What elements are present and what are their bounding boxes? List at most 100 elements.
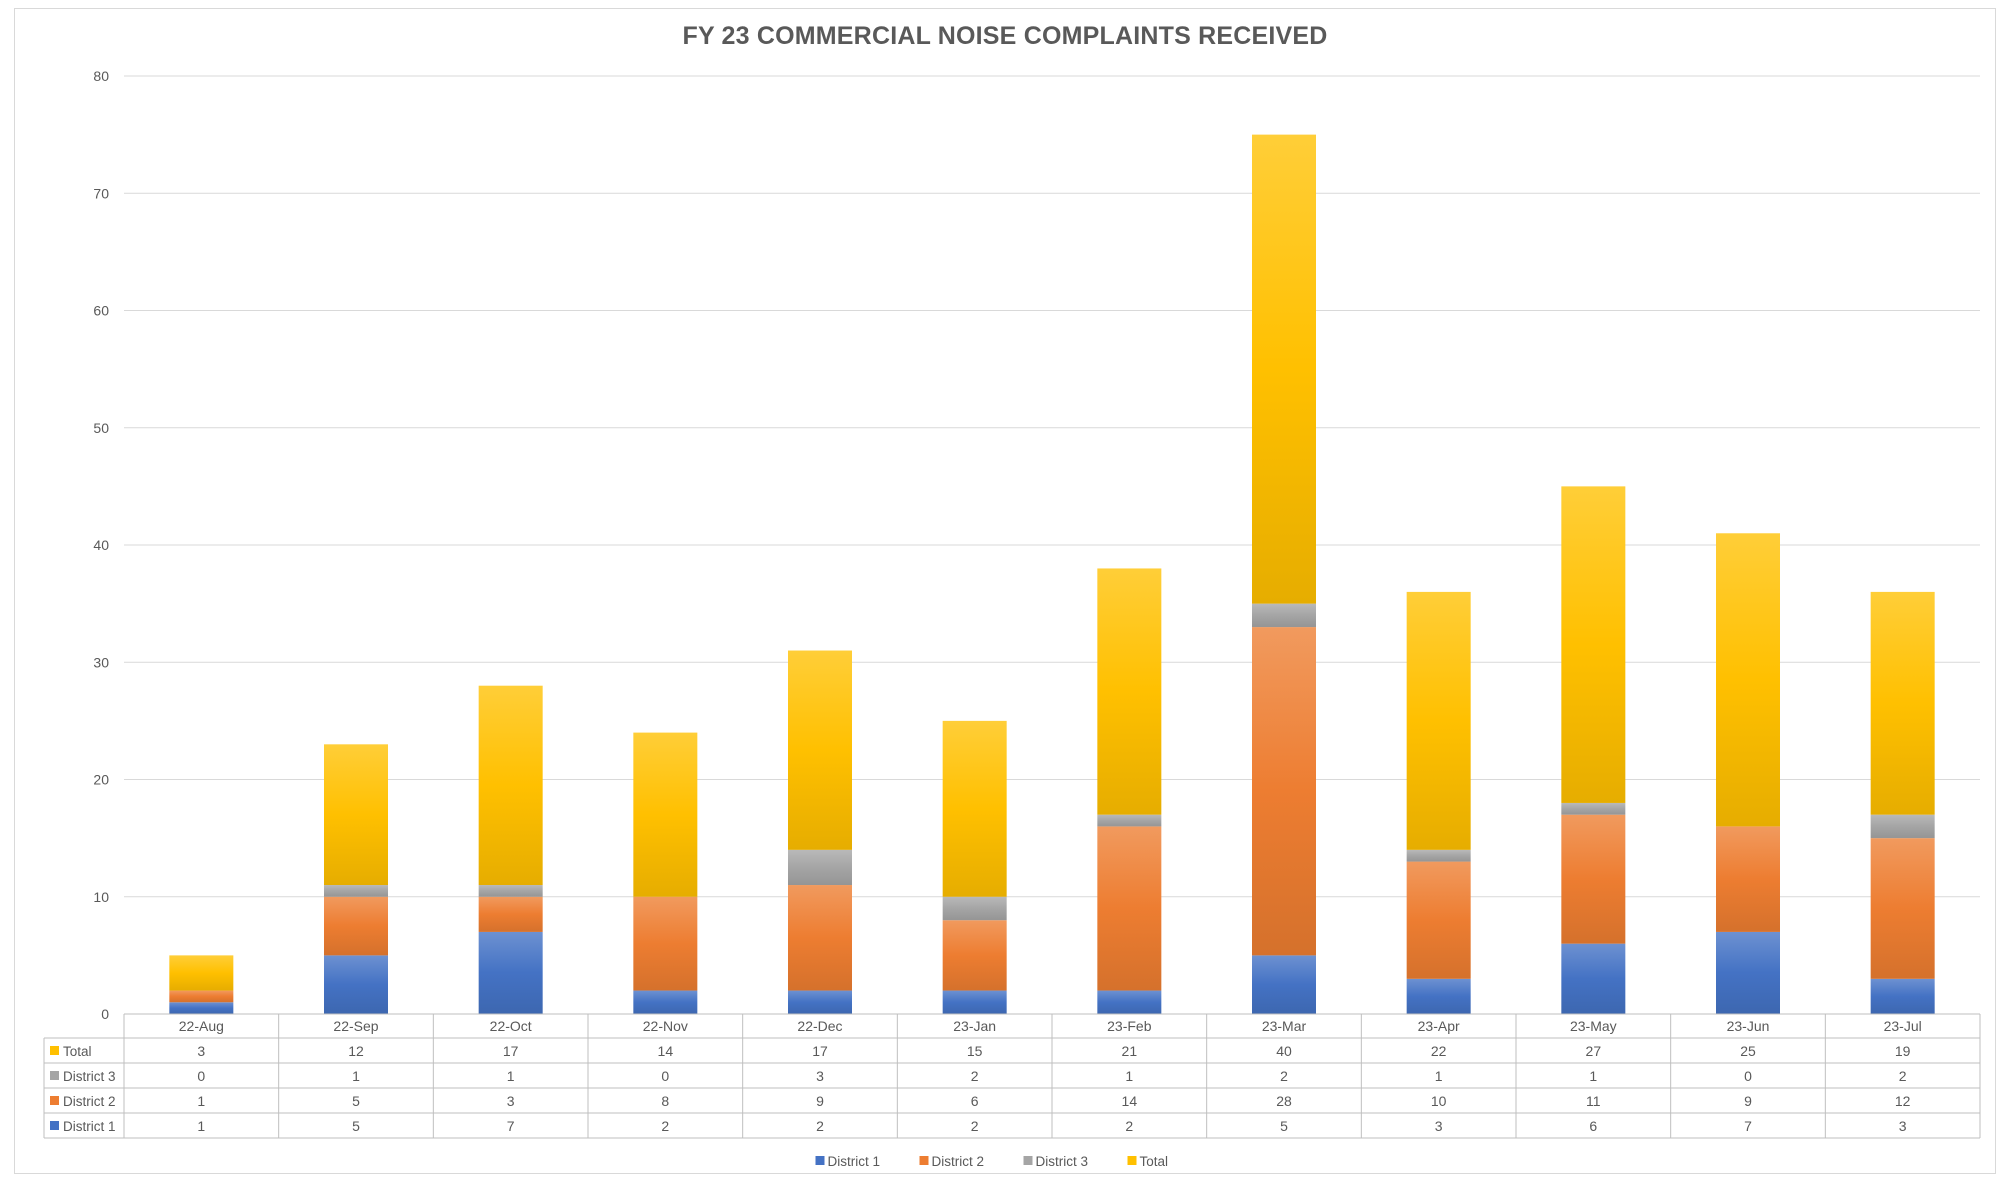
table-cell-district-3: 3 — [816, 1068, 824, 1084]
table-cell-district-1: 6 — [1589, 1118, 1597, 1134]
gridlines — [124, 75, 1980, 1015]
x-tick-label: 23-Jan — [953, 1018, 996, 1034]
table-row-label: Total — [63, 1044, 92, 1059]
bar-district-3-22-oct — [478, 885, 543, 897]
x-tick-label: 23-Jul — [1884, 1018, 1922, 1034]
x-tick-label: 22-Aug — [179, 1018, 224, 1034]
x-tick-label: 23-Apr — [1418, 1018, 1460, 1034]
bar-district-3-23-may — [1561, 802, 1626, 815]
table-cell-total: 22 — [1431, 1043, 1447, 1059]
bar-district-1-23-jan — [942, 990, 1007, 1014]
table-cell-district-1: 2 — [971, 1118, 979, 1134]
bar-district-2-22-dec — [788, 885, 852, 991]
bar-district-1-22-dec — [788, 990, 852, 1014]
table-cell-district-1: 7 — [1744, 1118, 1752, 1134]
table-row-label: District 1 — [63, 1119, 116, 1134]
legend-label-district-2: District 2 — [932, 1154, 985, 1169]
table-cell-total: 25 — [1740, 1043, 1756, 1059]
x-tick-label: 23-May — [1570, 1018, 1617, 1034]
x-tick-label: 23-Mar — [1262, 1018, 1307, 1034]
y-tick-label: 60 — [93, 303, 109, 319]
bar-total-22-dec — [788, 650, 852, 850]
x-tick-label: 22-Dec — [797, 1018, 842, 1034]
table-cell-district-1: 5 — [352, 1118, 360, 1134]
table-cell-district-2: 9 — [1744, 1093, 1752, 1109]
table-cell-district-3: 2 — [1899, 1068, 1907, 1084]
bar-district-1-22-oct — [478, 931, 543, 1014]
bars — [169, 134, 1935, 1014]
table-row-label: District 2 — [63, 1094, 116, 1109]
table-cell-district-3: 2 — [1280, 1068, 1288, 1084]
table-cell-district-3: 1 — [1589, 1068, 1597, 1084]
table-cell-total: 3 — [197, 1043, 205, 1059]
x-tick-label: 23-Jun — [1727, 1018, 1770, 1034]
y-tick-label: 40 — [93, 537, 109, 553]
table-cell-district-3: 1 — [1125, 1068, 1133, 1084]
legend-key-district-2-icon — [50, 1096, 59, 1105]
bar-district-3-23-feb — [1097, 814, 1162, 827]
bar-district-1-22-aug — [169, 1002, 234, 1014]
bar-district-3-23-mar — [1252, 603, 1316, 628]
bar-district-3-23-jan — [942, 896, 1007, 921]
bar-total-23-jan — [942, 720, 1007, 897]
bar-district-2-23-jul — [1870, 838, 1935, 979]
bar-district-1-23-jul — [1870, 978, 1935, 1014]
legend-label-district-1: District 1 — [828, 1154, 881, 1169]
y-tick-label: 20 — [93, 772, 109, 788]
legend-key-total-icon — [50, 1046, 59, 1055]
bar-district-2-22-aug — [169, 990, 234, 1003]
table-cell-total: 40 — [1276, 1043, 1292, 1059]
bar-district-3-23-apr — [1406, 849, 1471, 862]
x-tick-label: 22-Oct — [490, 1018, 532, 1034]
bar-district-3-22-sep — [324, 885, 388, 897]
bar-total-22-sep — [324, 744, 388, 886]
table-cell-district-2: 3 — [507, 1093, 515, 1109]
data-table: 22-Aug 22-Sep 22-Oct 22-Nov 22-Dec 23-Jan 23-F… — [43, 1013, 1981, 1139]
x-tick-label: 23-Feb — [1107, 1018, 1152, 1034]
legend-key-district-3-icon — [50, 1071, 59, 1080]
bar-district-2-23-mar — [1252, 627, 1316, 956]
legend-district-1-icon — [815, 1156, 825, 1165]
legend-label-total: Total — [1140, 1154, 1169, 1169]
legend-key-district-1-icon — [50, 1121, 59, 1130]
table-cell-district-2: 10 — [1431, 1093, 1447, 1109]
legend: District 1 District 2 District 3 Total — [815, 1154, 1169, 1169]
table-cell-total: 21 — [1122, 1043, 1138, 1059]
y-tick-label: 0 — [101, 1006, 109, 1022]
bar-total-23-mar — [1252, 134, 1316, 604]
table-cell-total: 27 — [1586, 1043, 1602, 1059]
bar-district-2-23-apr — [1406, 861, 1471, 979]
table-cell-district-3: 1 — [352, 1068, 360, 1084]
y-tick-label: 70 — [93, 185, 109, 201]
bar-district-1-23-feb — [1097, 990, 1162, 1014]
bar-district-3-22-dec — [788, 849, 852, 886]
bar-total-23-jul — [1870, 591, 1935, 815]
y-tick-label: 30 — [93, 654, 109, 670]
table-cell-district-1: 2 — [1125, 1118, 1133, 1134]
table-cell-district-3: 1 — [507, 1068, 515, 1084]
y-axis: 0 10 20 30 40 50 60 70 80 — [93, 68, 109, 1022]
table-cell-district-2: 14 — [1122, 1093, 1138, 1109]
x-tick-label: 22-Sep — [333, 1018, 378, 1034]
bar-total-23-may — [1561, 486, 1626, 803]
bar-district-1-23-may — [1561, 943, 1626, 1014]
table-cell-district-3: 0 — [1744, 1068, 1752, 1084]
table-cell-total: 12 — [348, 1043, 364, 1059]
bar-total-22-oct — [478, 685, 543, 886]
table-cell-district-1: 7 — [507, 1118, 515, 1134]
bar-district-2-23-jun — [1716, 826, 1780, 932]
table-cell-district-2: 11 — [1586, 1093, 1601, 1109]
table-cell-district-1: 1 — [197, 1118, 205, 1134]
table-cell-district-1: 2 — [816, 1118, 824, 1134]
y-tick-label: 80 — [93, 68, 109, 84]
table-cell-district-2: 8 — [661, 1093, 669, 1109]
bar-district-1-23-jun — [1716, 931, 1780, 1014]
table-cell-district-2: 5 — [352, 1093, 360, 1109]
bar-district-1-23-apr — [1406, 978, 1471, 1014]
y-tick-label: 10 — [93, 889, 109, 905]
chart-title: FY 23 COMMERCIAL NOISE COMPLAINTS RECEIV… — [682, 22, 1328, 50]
bar-district-1-23-mar — [1252, 955, 1316, 1014]
table-row-label: District 3 — [63, 1069, 116, 1084]
table-cell-district-3: 0 — [661, 1068, 669, 1084]
